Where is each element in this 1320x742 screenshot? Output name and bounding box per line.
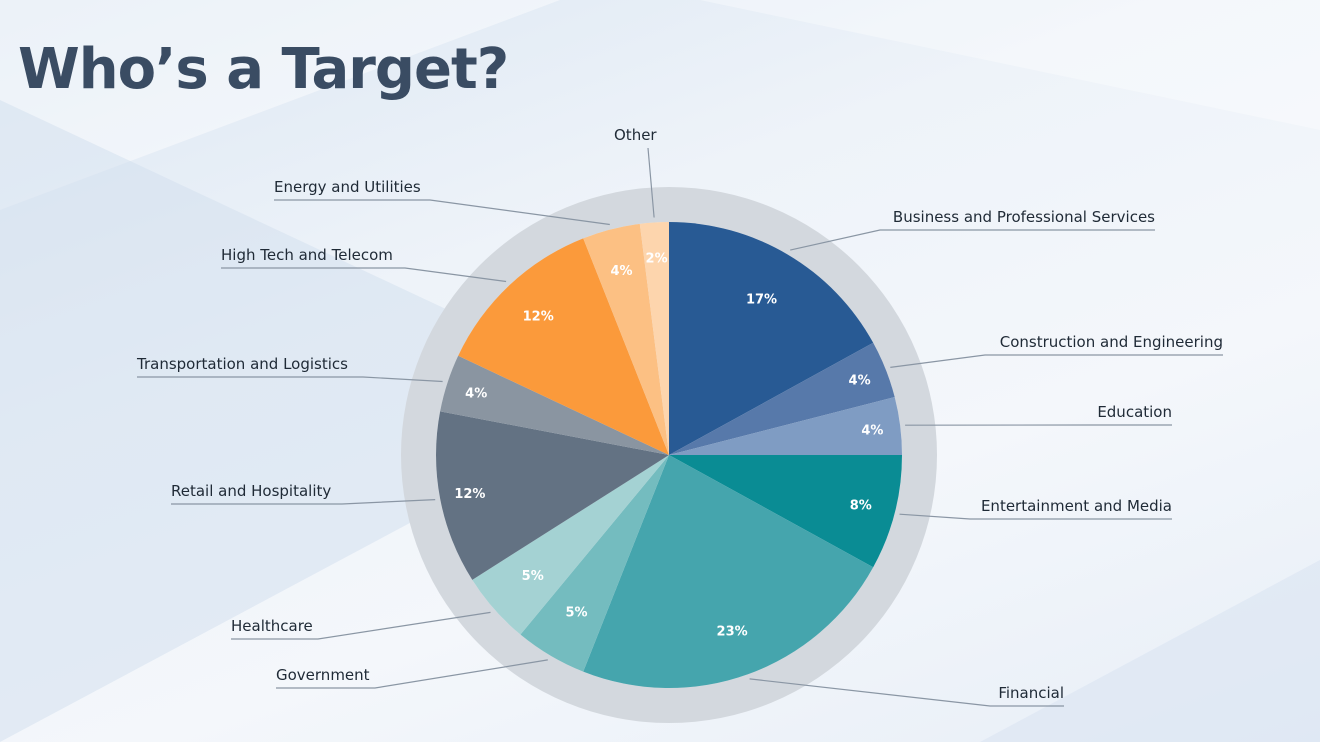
- callout-leader-line: [171, 499, 436, 505]
- pie-slice-percent: 12%: [454, 487, 485, 502]
- pie-slice-percent: 5%: [522, 569, 544, 584]
- pie-slice-percent: 17%: [746, 293, 777, 308]
- callout-leader-line: [276, 659, 548, 689]
- callout-label-entertainment-and-media: Entertainment and Media: [981, 497, 1172, 515]
- callout-leader-line: [137, 376, 443, 383]
- callout-leader-line: [899, 513, 1172, 520]
- slide-title: Who’s a Target?: [18, 37, 509, 102]
- callout-label-financial: Financial: [998, 684, 1064, 702]
- pie-slice-retail-and-hospitality: [436, 411, 669, 580]
- pie-slice-financial: [583, 455, 874, 689]
- pie-slice-construction-and-engineering: [669, 342, 895, 455]
- pie-slice-energy-and-utilities: [583, 223, 669, 455]
- pie-slice-other: [639, 222, 669, 455]
- pie-slice-percent: 2%: [646, 251, 668, 266]
- pie-slice-business-and-professional-services: [669, 222, 874, 455]
- pie-slice-healthcare: [472, 455, 669, 635]
- pie-slice-percent: 4%: [465, 386, 487, 401]
- pie-slices: [436, 222, 902, 689]
- pie-slice-education: [669, 397, 902, 455]
- callout-label-government: Government: [276, 666, 370, 684]
- callout-label-construction-and-engineering: Construction and Engineering: [1000, 333, 1223, 351]
- callout-leader-line: [274, 199, 610, 226]
- pie-slice-percent: 4%: [849, 374, 871, 389]
- pie-slice-percent: 8%: [850, 498, 872, 513]
- callout-label-other: Other: [614, 126, 657, 144]
- callout-leader-line: [749, 678, 1064, 707]
- pie-slice-percent: 5%: [565, 605, 587, 620]
- callout-label-business-and-professional-services: Business and Professional Services: [893, 208, 1155, 226]
- pie-slice-percent: 4%: [610, 264, 632, 279]
- callout-leader-line: [890, 354, 1223, 368]
- pie-slice-percent: 12%: [523, 310, 554, 325]
- callout-leaders: [137, 147, 1223, 707]
- pie-slice-high-tech-and-telecom: [458, 238, 669, 455]
- pie-slice-transportation-and-logistics: [440, 355, 669, 455]
- callout-label-energy-and-utilities: Energy and Utilities: [274, 178, 421, 196]
- callout-label-high-tech-and-telecom: High Tech and Telecom: [221, 246, 393, 264]
- pie-slice-entertainment-and-media: [669, 455, 902, 568]
- callout-leader-line: [221, 267, 507, 283]
- pie-slice-percent: 23%: [717, 624, 748, 639]
- callout-leader-line: [231, 611, 491, 640]
- callout-label-healthcare: Healthcare: [231, 617, 313, 635]
- callout-label-retail-and-hospitality: Retail and Hospitality: [171, 482, 331, 500]
- pie-percent-labels: 17% 4% 4% 8% 23% 5% 5% 12% 4% 12% 4% 2%: [454, 251, 883, 639]
- callout-label-transportation-and-logistics: Transportation and Logistics: [136, 355, 348, 373]
- callout-leader-line: [790, 229, 1155, 251]
- callout-labels: Business and Professional Services Constr…: [136, 126, 1223, 702]
- callout-label-education: Education: [1097, 403, 1172, 421]
- pie-slice-percent: 4%: [861, 423, 883, 438]
- callout-leader-line: [647, 147, 655, 218]
- pie-slice-government: [520, 455, 669, 672]
